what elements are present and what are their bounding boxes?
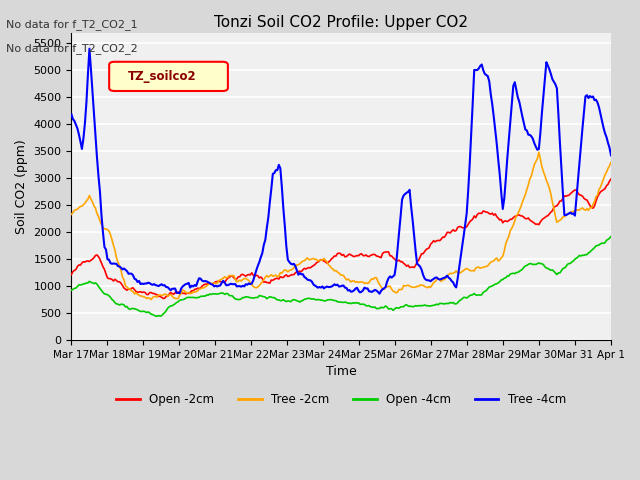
X-axis label: Time: Time (326, 365, 356, 378)
Text: No data for f_T2_CO2_1: No data for f_T2_CO2_1 (6, 19, 138, 30)
Legend: Open -2cm, Tree -2cm, Open -4cm, Tree -4cm: Open -2cm, Tree -2cm, Open -4cm, Tree -4… (112, 389, 571, 411)
Text: TZ_soilco2: TZ_soilco2 (128, 70, 196, 83)
FancyBboxPatch shape (109, 62, 228, 91)
Y-axis label: Soil CO2 (ppm): Soil CO2 (ppm) (15, 139, 28, 234)
Text: No data for f_T2_CO2_2: No data for f_T2_CO2_2 (6, 43, 138, 54)
Title: Tonzi Soil CO2 Profile: Upper CO2: Tonzi Soil CO2 Profile: Upper CO2 (214, 15, 468, 30)
